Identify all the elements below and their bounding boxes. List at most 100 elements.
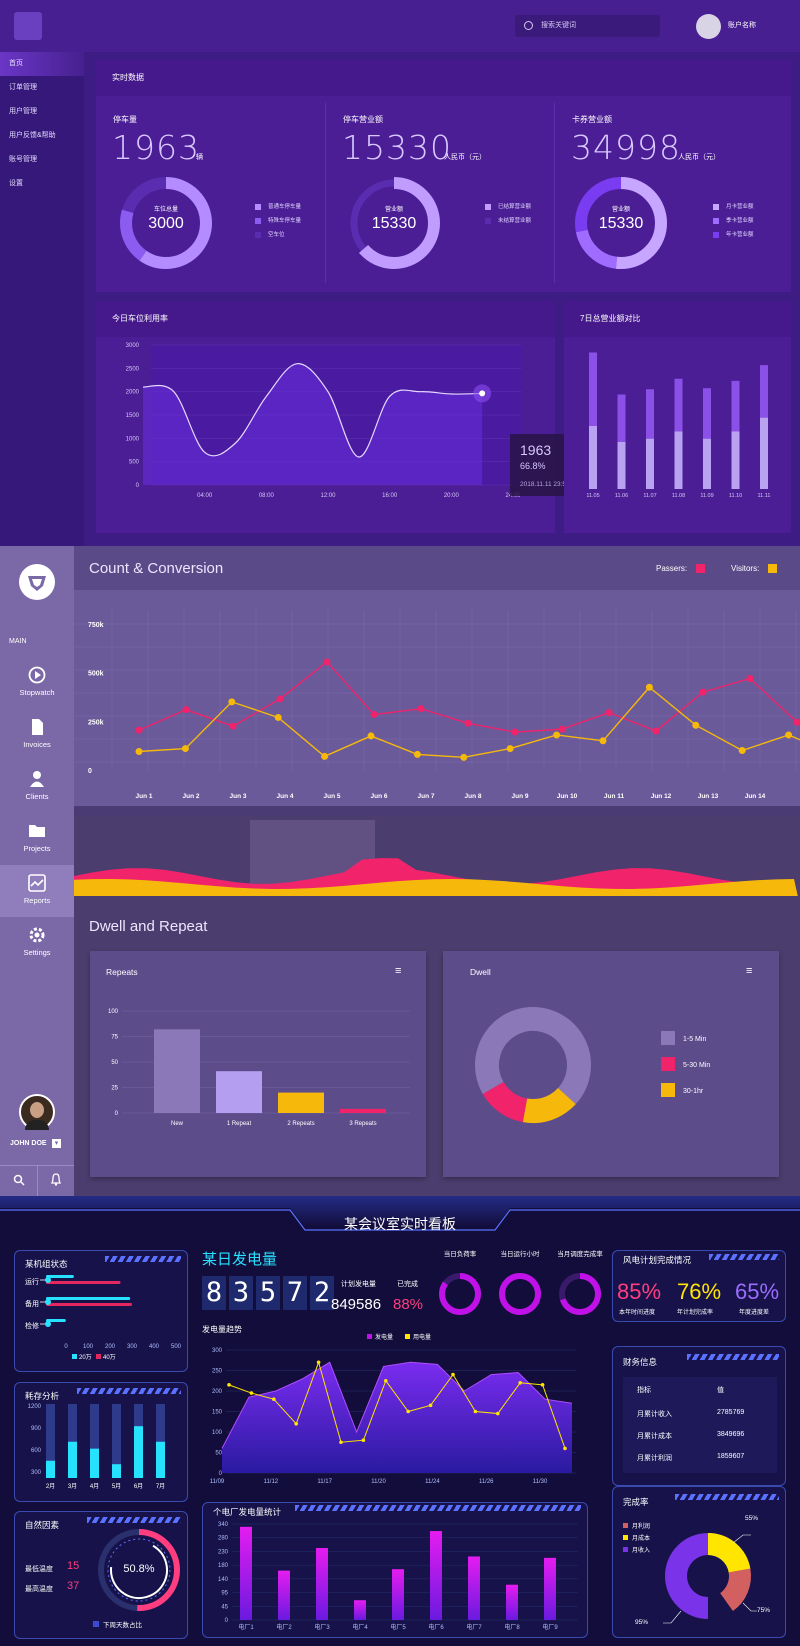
search-input[interactable]: 搜索关键词 (515, 15, 660, 37)
app-logo-icon[interactable] (19, 564, 55, 600)
menu-item-settings[interactable]: 设置 (9, 180, 23, 187)
y-tick-label: 300 (212, 1348, 223, 1354)
menu-item-orders[interactable]: 订单管理 (9, 84, 37, 91)
bar-lower (617, 441, 626, 489)
x-tick-label: 04:00 (197, 493, 213, 499)
dashboard-title: 某会议室实时看板 (344, 1216, 456, 1232)
search-icon[interactable] (13, 1174, 25, 1186)
x-tick-label: 100 (83, 1344, 94, 1350)
legend-swatch (768, 564, 778, 574)
y-tick-label: 230 (218, 1549, 229, 1555)
avatar[interactable] (696, 14, 721, 39)
y-tick-label: 1500 (126, 413, 140, 419)
completion-donut (663, 1533, 757, 1624)
y-tick-label: 140 (218, 1577, 229, 1583)
nav-clients[interactable]: Clients (0, 770, 74, 801)
x-tick-label: 11/30 (533, 1479, 548, 1485)
bar (134, 1426, 143, 1478)
bar-a (46, 1319, 66, 1322)
x-tick-label: 6月 (134, 1483, 143, 1490)
bar (506, 1584, 518, 1620)
bar (90, 1448, 99, 1478)
stock-chart: 1200 900 600 300 2月 3月 4月 5月 6月 7月 (28, 1404, 165, 1490)
menu-item-users[interactable]: 用户管理 (9, 108, 37, 115)
nav-settings[interactable]: Settings (0, 926, 74, 957)
reports-icon (28, 874, 46, 892)
bar-b (46, 1303, 132, 1306)
compare-chart: 11.05 11.06 11.07 11.08 11.09 11.10 11.11 (586, 352, 770, 499)
x-tick-label: New (171, 1121, 184, 1127)
y-tick-label: 900 (31, 1426, 42, 1432)
chart-title: Count & Conversion (89, 560, 224, 577)
bar-upper (731, 380, 740, 432)
kpi-value: 15330 (342, 128, 452, 167)
data-point (558, 725, 566, 733)
x-tick-label: 电厂8 (504, 1623, 520, 1631)
bar (430, 1531, 442, 1620)
legend-label: 用电量 (413, 1333, 431, 1341)
x-tick-label: 11.06 (615, 493, 628, 499)
x-tick-label: 电厂3 (314, 1623, 330, 1631)
account-name[interactable]: 账户名称 (728, 22, 756, 29)
kpi-label: 停车量 (113, 115, 137, 124)
menu-icon[interactable]: ≡ (746, 965, 753, 977)
menu-item-accounts[interactable]: 账号管理 (9, 156, 37, 163)
legend-swatch (661, 1057, 675, 1071)
legend-swatch (367, 1334, 372, 1339)
y-tick-label: 2500 (126, 366, 140, 372)
nav-projects[interactable]: Projects (0, 822, 74, 853)
x-tick-label: 2月 (46, 1483, 55, 1490)
use-point (294, 1422, 298, 1426)
menu-icon[interactable]: ≡ (395, 965, 402, 977)
legend-label: 发电量 (375, 1333, 393, 1341)
plant-chart: 340 280 230 180 140 95 45 0 电厂1 电厂2 电厂3 电厂4 电厂5 电厂6 电厂… (218, 1522, 578, 1631)
x-tick-label: Jun 10 (557, 793, 578, 800)
nav-stopwatch[interactable]: Stopwatch (0, 666, 74, 697)
menu-item-feedback[interactable]: 用户反馈&帮助 (9, 132, 56, 139)
bell-icon[interactable] (50, 1173, 62, 1186)
bar (468, 1556, 480, 1620)
panel-title: 今日车位利用率 (96, 301, 555, 337)
y-tick-label: 500 (129, 460, 140, 466)
legend-swatch (255, 217, 261, 224)
data-point (793, 718, 800, 726)
search-icon (524, 21, 533, 30)
sidebar: MAIN Stopwatch Invoices Clients Projects… (0, 546, 74, 1196)
menu-item-home[interactable]: 首页 (0, 52, 84, 76)
x-tick-label: 电厂6 (428, 1623, 444, 1631)
data-point (460, 753, 468, 761)
nav-invoices[interactable]: Invoices (0, 718, 74, 749)
bar-track (90, 1404, 99, 1478)
bar-lower (674, 431, 683, 489)
legend-swatch (96, 1354, 101, 1359)
data-point (605, 709, 613, 717)
y-tick-label: 0 (219, 1471, 223, 1477)
legend-swatch (255, 231, 261, 238)
completion-panel: 完成率 月利润 月成本 月收入 55% 75% 95% (612, 1486, 786, 1638)
data-point (228, 698, 236, 706)
bar-upper (674, 378, 683, 432)
legend-label: 30-1hr (683, 1088, 704, 1095)
legend-swatch (72, 1354, 77, 1359)
bar-track (156, 1404, 165, 1478)
bar (354, 1600, 366, 1620)
logo[interactable] (14, 12, 42, 40)
gen-title: 某日发电量 (202, 1251, 278, 1268)
power-dashboard: 某会议室实时看板 某机组状态 运行 备用 检修 0 100 200 300 400 500 20万… (0, 1196, 800, 1646)
kpi-label: 卡券营业额 (572, 115, 612, 124)
x-tick-label: Jun 3 (230, 793, 247, 800)
user-dropdown-icon[interactable]: ▾ (52, 1139, 61, 1148)
legend: 月卡营业额 季卡营业额 年卡营业额 (713, 200, 754, 242)
data-point (413, 750, 421, 758)
x-tick-label: Jun 6 (371, 793, 388, 800)
legend-passers: Passers: (656, 564, 706, 574)
y-tick-label: 300 (31, 1470, 42, 1476)
legend-swatch (696, 564, 706, 574)
ring-value (499, 1273, 541, 1315)
revenue-donut (348, 177, 440, 269)
data-point (785, 731, 793, 739)
nav-reports[interactable]: Reports (0, 874, 74, 905)
bar (340, 1108, 386, 1113)
avatar[interactable] (19, 1094, 55, 1130)
bar (216, 1071, 262, 1113)
